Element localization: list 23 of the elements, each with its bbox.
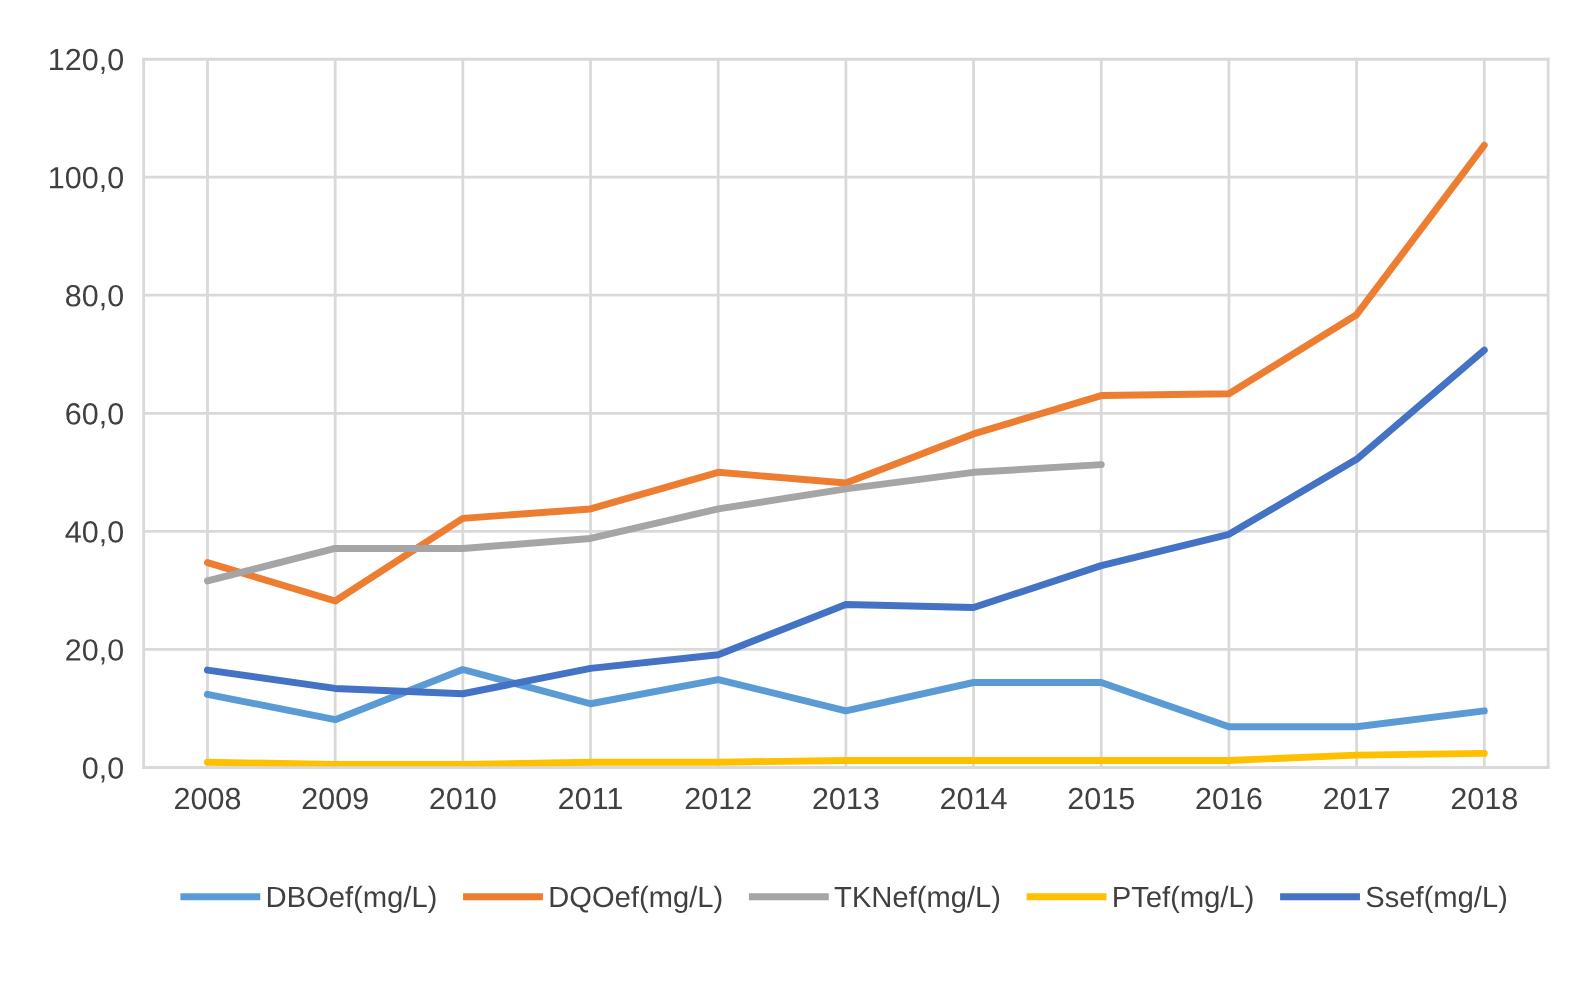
y-tick-label: 120,0	[50, 48, 124, 75]
y-tick-label: 0,0	[82, 757, 123, 783]
x-tick-label: 2016	[1196, 787, 1262, 810]
x-tick-label: 2017	[1324, 787, 1390, 810]
x-tick-label: 2015	[1068, 787, 1134, 810]
x-tick-label: 2010	[430, 787, 496, 810]
legend-label: TKNef(mg/L)	[834, 885, 1000, 914]
x-tick-label: 2018	[1451, 787, 1517, 810]
y-tick-label: 20,0	[66, 639, 124, 665]
legend-label: PTef(mg/L)	[1114, 885, 1253, 914]
y-tick-label: 40,0	[65, 521, 124, 547]
x-tick-label: 2009	[302, 787, 368, 810]
y-tick-label: 80,0	[66, 284, 124, 311]
x-tick-label: 2013	[813, 787, 879, 810]
legend-label: DQOef(mg/L)	[550, 885, 722, 914]
x-tick-label: 2011	[559, 787, 622, 810]
y-tick-label: 60,0	[66, 403, 124, 429]
legend-label: DBOef(mg/L)	[267, 885, 436, 914]
y-tick-label: 100,0	[50, 166, 124, 193]
x-tick-label: 2012	[685, 787, 751, 810]
x-tick-label: 2014	[941, 787, 1007, 810]
x-tick-label: 2008	[175, 787, 241, 810]
legend-label: Ssef(mg/L)	[1366, 885, 1507, 914]
